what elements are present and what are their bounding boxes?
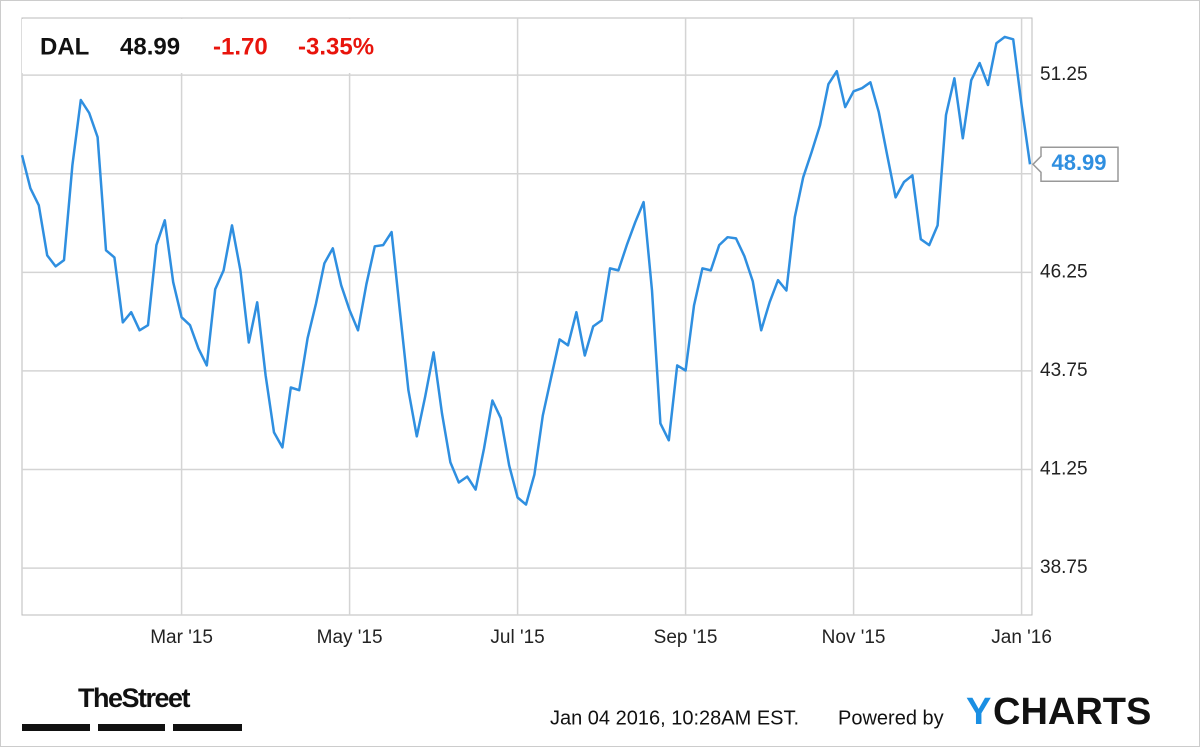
y-tick-label: 38.75 xyxy=(1040,557,1088,578)
plot-area xyxy=(21,17,1033,616)
y-tick-label: 46.25 xyxy=(1040,261,1088,282)
price: 48.99 xyxy=(120,33,180,60)
ycharts-rest: CHARTS xyxy=(993,691,1151,733)
x-tick-label: Mar '15 xyxy=(150,627,213,648)
price-line xyxy=(20,35,1032,506)
x-tick-label: Nov '15 xyxy=(822,627,886,648)
ticker: DAL xyxy=(40,33,89,60)
powered-by: Powered by xyxy=(838,707,944,729)
timestamp: Jan 04 2016, 10:28AM EST. xyxy=(550,707,799,729)
logo-bar xyxy=(173,724,242,731)
x-tick-label: Sep '15 xyxy=(654,627,718,648)
last-value-label: 48.99 xyxy=(1051,150,1106,175)
y-tick-label: 51.25 xyxy=(1040,64,1088,85)
change-pct: -3.35% xyxy=(298,33,374,60)
logo-bar xyxy=(22,724,90,731)
y-tick-label: 41.25 xyxy=(1040,459,1088,480)
thestreet-logo: TheStreet xyxy=(78,683,191,713)
y-tick-label: 43.75 xyxy=(1040,360,1088,381)
header-box xyxy=(22,19,415,73)
last-value-box xyxy=(1031,146,1119,183)
change: -1.70 xyxy=(213,33,268,60)
logo-bar xyxy=(98,724,165,731)
ycharts-y: Y xyxy=(966,691,991,733)
x-tick-label: May '15 xyxy=(317,627,383,648)
x-tick-label: Jul '15 xyxy=(490,627,544,648)
x-tick-label: Jan '16 xyxy=(991,627,1052,648)
